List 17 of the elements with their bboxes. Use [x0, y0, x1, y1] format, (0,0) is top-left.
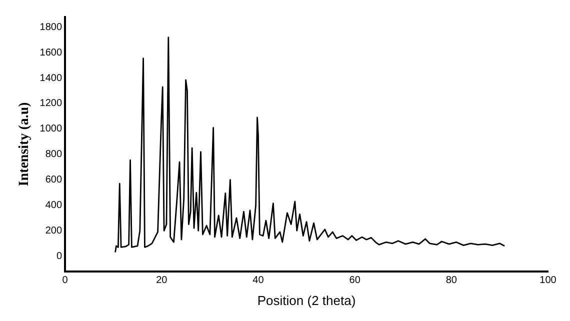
y-tick-label: 1200: [40, 98, 62, 110]
x-tick-label: 80: [446, 275, 458, 286]
y-tick-label: 1600: [40, 47, 62, 58]
y-tick-label: 1400: [40, 72, 62, 84]
x-tick-label: 100: [540, 275, 557, 286]
y-tick-label: 600: [45, 174, 62, 186]
x-tick-label: 40: [252, 275, 264, 286]
x-tick-label: 20: [156, 275, 168, 286]
y-tick-label: 1000: [40, 124, 62, 135]
x-axis-title: Position (2 theta): [257, 292, 356, 308]
y-tick-label: 200: [45, 225, 62, 236]
y-tick-label: 0: [56, 250, 62, 262]
y-tick-label: 400: [45, 200, 62, 212]
y-tick-label: 1800: [40, 22, 62, 33]
x-tick-label: 60: [349, 275, 361, 286]
y-tick-label: 800: [45, 149, 62, 160]
y-axis-title: Intensity (a.u): [17, 102, 32, 186]
